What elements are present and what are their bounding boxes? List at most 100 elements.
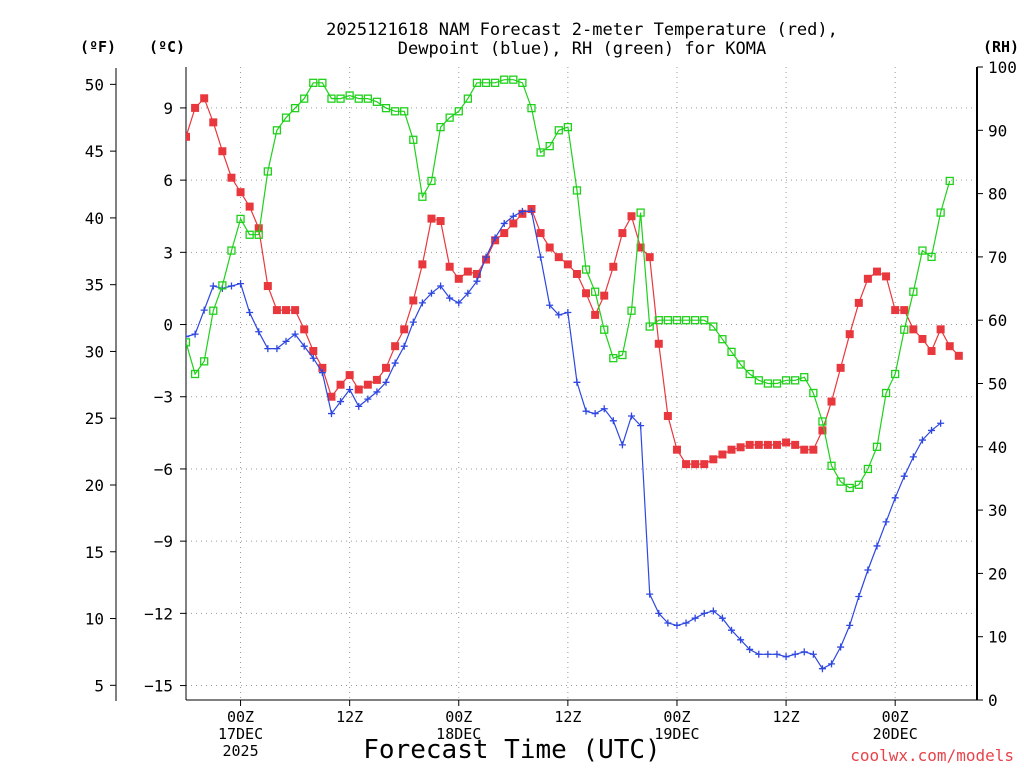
rh-point	[672, 316, 682, 325]
temperature-point	[436, 217, 445, 226]
rh-point	[481, 78, 491, 87]
temperature-point	[363, 380, 372, 389]
rh-point	[272, 126, 282, 135]
temperature-point	[945, 342, 954, 351]
temperature-point	[327, 392, 336, 401]
time-tick-label: 18DEC	[436, 725, 481, 743]
rh-point	[318, 78, 327, 87]
rh-point	[900, 325, 909, 334]
rh-tick-label: 90	[988, 121, 1007, 140]
rh-tick-label: 80	[988, 185, 1007, 204]
rh-point	[854, 480, 863, 489]
dewpoint-point	[909, 453, 917, 461]
temperature-point	[554, 253, 563, 262]
temperature-point	[672, 445, 681, 454]
rh-point	[872, 442, 882, 451]
rh-point	[618, 350, 627, 360]
dewpoint-point	[246, 308, 254, 316]
rh-point	[955, 0, 962, 7]
dewpoint-point	[409, 318, 417, 326]
series-line	[186, 79, 951, 489]
temperature-point	[636, 243, 645, 252]
dewpoint-point	[564, 308, 572, 316]
rh-point	[709, 322, 718, 331]
rh-point	[745, 369, 754, 379]
series-2	[186, 0, 962, 493]
temperature-point	[200, 94, 209, 103]
celsius-tick-label: 0	[163, 316, 173, 335]
temperature-point	[736, 443, 745, 452]
dewpoint-point	[682, 619, 690, 627]
rh-point	[645, 322, 654, 331]
dewpoint-point	[473, 277, 481, 285]
rh-point	[363, 94, 372, 103]
temperature-point	[863, 274, 872, 283]
dewpoint-point	[800, 648, 808, 656]
rh-point	[263, 167, 272, 176]
dewpoint-point	[346, 386, 354, 394]
fahrenheit-tick-label: 15	[85, 543, 104, 562]
dewpoint-point	[482, 253, 490, 261]
fahrenheit-tick-label: 45	[85, 142, 104, 161]
dewpoint-point	[282, 337, 290, 345]
rh-point	[490, 78, 500, 87]
time-tick-label: 12Z	[773, 708, 800, 726]
temperature-point	[782, 438, 791, 447]
time-tick-label: 12Z	[336, 708, 363, 726]
rh-point	[218, 281, 227, 290]
temperature-point	[627, 212, 636, 221]
dewpoint-point	[646, 590, 654, 598]
temperature-point	[809, 445, 818, 454]
dewpoint-point	[818, 665, 826, 673]
dewpoint-point	[273, 345, 281, 353]
rh-point	[327, 94, 336, 103]
dewpoint-point	[355, 402, 363, 410]
time-tick-label: 00Z	[227, 708, 254, 726]
temperature-point	[927, 347, 936, 356]
dewpoint-point	[600, 405, 608, 413]
dewpoint-point	[400, 342, 408, 350]
axes: 9630−3−6−9−12−15504540353025201510510090…	[85, 58, 1017, 760]
rh-point	[791, 376, 800, 385]
fahrenheit-tick-label: 50	[85, 75, 104, 94]
temperature-point	[382, 363, 391, 372]
rh-axis-unit: (RH)	[983, 38, 1019, 56]
fahrenheit-tick-label: 5	[94, 676, 104, 695]
rh-point	[609, 354, 618, 363]
rh-tick-label: 40	[988, 438, 1007, 457]
celsius-axis-unit: (ºC)	[149, 38, 185, 56]
rh-point	[891, 369, 900, 379]
rh-tick-label: 20	[988, 564, 1007, 583]
rh-point	[500, 75, 509, 84]
temperature-point	[718, 450, 727, 459]
dewpoint-point	[227, 282, 235, 290]
dewpoint-point	[873, 542, 881, 550]
rh-tick-label: 70	[988, 248, 1007, 267]
temperature-point	[936, 325, 945, 334]
temperature-point	[700, 460, 709, 469]
temperature-point	[591, 310, 600, 319]
rh-point	[281, 113, 291, 122]
rh-point	[800, 373, 809, 382]
fahrenheit-tick-label: 25	[85, 409, 104, 428]
dewpoint-point	[446, 294, 454, 302]
rh-point	[881, 388, 891, 398]
rh-point	[354, 94, 363, 103]
temperature-point	[772, 440, 781, 449]
rh-point	[472, 78, 482, 87]
temperature-point	[409, 296, 418, 305]
temperature-point	[218, 147, 227, 156]
dewpoint-point	[809, 650, 817, 658]
temperature-point	[918, 334, 927, 343]
dewpoint-point	[837, 643, 845, 651]
dewpoint-point	[186, 333, 190, 341]
rh-point	[572, 186, 582, 195]
rh-point	[290, 103, 300, 113]
temperature-point	[245, 202, 254, 211]
temperature-point	[500, 229, 509, 238]
chart-title-line1: 2025121618 NAM Forecast 2-meter Temperat…	[326, 20, 838, 40]
dewpoint-point	[864, 566, 872, 574]
dewpoint-point	[527, 207, 535, 215]
rh-point	[300, 94, 309, 103]
